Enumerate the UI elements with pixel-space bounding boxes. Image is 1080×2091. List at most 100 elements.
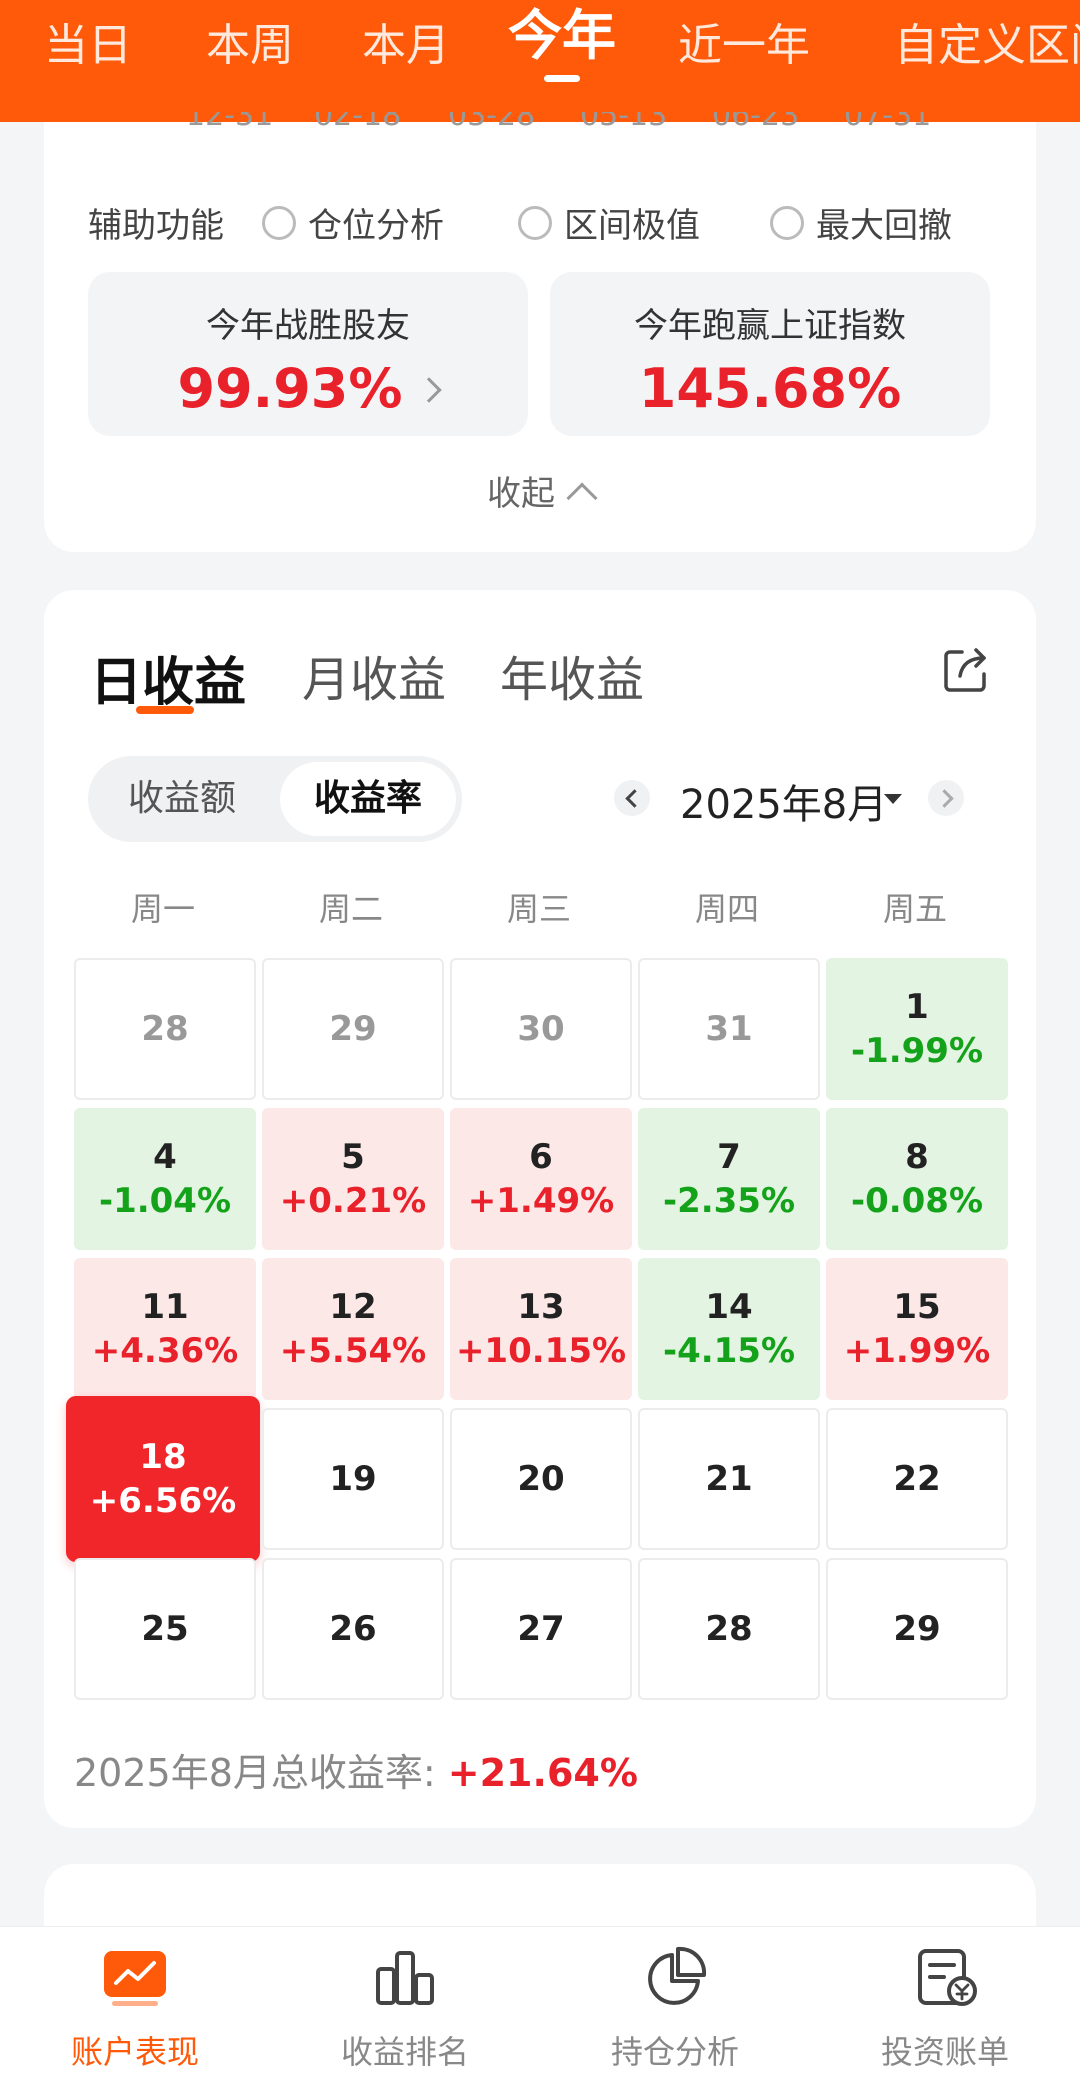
weekday-label: 周五 xyxy=(882,890,947,928)
segment-rate[interactable]: 收益率 xyxy=(280,762,456,836)
calendar-day[interactable]: 15 +1.99% xyxy=(826,1258,1008,1400)
nav-holdings-analysis[interactable]: 持仓分析 xyxy=(540,1945,810,2073)
next-month-button[interactable] xyxy=(928,780,964,816)
chart-x-axis-partial: 12-31 02-18 03-28 05-13 06-23 07-31 xyxy=(44,112,1036,130)
calendar-day[interactable]: 20 xyxy=(450,1408,632,1550)
chevron-up-icon xyxy=(566,482,598,514)
aux-option-label: 仓位分析 xyxy=(308,206,444,246)
calendar-day[interactable]: 13 +10.15% xyxy=(450,1258,632,1400)
calendar-day[interactable]: 27 xyxy=(450,1558,632,1700)
calendar-day[interactable]: 28 xyxy=(74,958,256,1100)
nav-label: 收益排名 xyxy=(340,2033,469,2071)
calendar-day[interactable]: 31 xyxy=(638,958,820,1100)
aux-option-label: 区间极值 xyxy=(564,206,700,246)
share-icon[interactable] xyxy=(940,644,992,696)
tab-today[interactable]: 当日 xyxy=(44,20,132,71)
tab-daily-returns[interactable]: 日收益 xyxy=(90,653,247,713)
axis-tick: 06-23 xyxy=(712,112,800,130)
calendar-day[interactable]: 22 xyxy=(826,1408,1008,1550)
weekday-label: 周四 xyxy=(694,890,759,928)
calendar-day[interactable]: 8 -0.08% xyxy=(826,1108,1008,1250)
tab-this-week[interactable]: 本周 xyxy=(206,20,294,71)
aux-option-max-drawdown[interactable]: 最大回撤 xyxy=(770,198,952,247)
stat-label: 今年战胜股友 xyxy=(206,306,410,346)
tab-active-indicator xyxy=(544,75,580,82)
tab-this-year-label: 今年 xyxy=(508,4,616,67)
calendar-day[interactable]: 7 -2.35% xyxy=(638,1108,820,1250)
month-selector[interactable]: 2025年8月 xyxy=(680,782,888,828)
calendar-day[interactable]: 1 -1.99% xyxy=(826,958,1008,1100)
axis-tick: 02-18 xyxy=(314,112,402,130)
bottom-nav: 账户表现 收益排名 持仓分析 投资账单 xyxy=(0,1926,1080,2091)
tab-monthly-returns[interactable]: 月收益 xyxy=(302,652,447,708)
calendar-day[interactable]: 4 -1.04% xyxy=(74,1108,256,1250)
day-number: 11 xyxy=(141,1287,189,1327)
segment-amount[interactable]: 收益额 xyxy=(127,778,236,819)
calendar-day[interactable]: 6 +1.49% xyxy=(450,1108,632,1250)
trend-chart-icon xyxy=(104,1951,166,2006)
calendar-day[interactable]: 26 xyxy=(262,1558,444,1700)
stat-label: 今年跑赢上证指数 xyxy=(634,306,906,346)
day-number: 30 xyxy=(517,1009,565,1049)
day-number: 1 xyxy=(905,987,929,1027)
radio-icon[interactable] xyxy=(262,205,296,240)
calendar-day[interactable]: 21 xyxy=(638,1408,820,1550)
chevron-right-icon xyxy=(416,377,443,403)
returns-tab-indicator xyxy=(136,706,194,714)
day-number: 4 xyxy=(153,1137,177,1177)
day-number: 29 xyxy=(893,1609,941,1649)
radio-icon[interactable] xyxy=(518,205,552,240)
day-number: 25 xyxy=(141,1609,189,1649)
axis-tick: 07-31 xyxy=(844,112,932,130)
day-number: 19 xyxy=(329,1459,377,1499)
radio-icon[interactable] xyxy=(770,205,804,240)
nav-returns-ranking[interactable]: 收益排名 xyxy=(270,1945,540,2073)
day-number: 20 xyxy=(517,1459,565,1499)
aux-option-range-extreme[interactable]: 区间极值 xyxy=(518,198,700,247)
tab-yearly-returns[interactable]: 年收益 xyxy=(500,652,645,708)
calendar-day[interactable]: 29 xyxy=(262,958,444,1100)
day-return: +10.15% xyxy=(455,1331,627,1371)
day-return: -1.04% xyxy=(98,1181,232,1221)
aux-functions-row: 辅助功能 仓位分析 区间极值 最大回撤 xyxy=(88,194,1008,247)
calendar-day[interactable]: 28 xyxy=(638,1558,820,1700)
stat-beat-index: 今年跑赢上证指数 145.68% xyxy=(550,272,990,436)
tab-this-year[interactable]: 今年 xyxy=(508,8,616,82)
axis-tick: 12-31 xyxy=(186,112,274,130)
nav-account-performance[interactable]: 账户表现 xyxy=(0,1945,270,2073)
day-return: -0.08% xyxy=(850,1181,984,1221)
calendar-day[interactable]: 5 +0.21% xyxy=(262,1108,444,1250)
nav-investment-bill[interactable]: 投资账单 xyxy=(810,1945,1080,2073)
calendar-day[interactable]: 12 +5.54% xyxy=(262,1258,444,1400)
stat-value: 145.68% xyxy=(638,357,902,420)
day-number: 22 xyxy=(893,1459,941,1499)
aux-option-position-analysis[interactable]: 仓位分析 xyxy=(262,198,444,247)
day-return: +6.56% xyxy=(89,1481,237,1521)
day-number: 6 xyxy=(529,1137,553,1177)
prev-month-button[interactable] xyxy=(614,780,650,816)
tab-this-month[interactable]: 本月 xyxy=(362,20,450,71)
calendar-day[interactable]: 30 xyxy=(450,958,632,1100)
tab-custom-range[interactable]: 自定义区间 xyxy=(894,20,1080,71)
calendar-day[interactable]: 29 xyxy=(826,1558,1008,1700)
caret-down-icon[interactable] xyxy=(884,794,902,804)
calendar-day[interactable]: 18 +6.56% xyxy=(66,1396,260,1562)
day-number: 29 xyxy=(329,1009,377,1049)
weekday-label: 周一 xyxy=(130,890,195,928)
calendar-day[interactable]: 19 xyxy=(262,1408,444,1550)
day-number: 15 xyxy=(893,1287,941,1327)
day-number: 5 xyxy=(341,1137,365,1177)
tab-last-year[interactable]: 近一年 xyxy=(678,20,810,71)
calendar-day[interactable]: 14 -4.15% xyxy=(638,1258,820,1400)
day-return: +1.99% xyxy=(843,1331,991,1371)
axis-tick: 05-13 xyxy=(580,112,668,130)
day-number: 21 xyxy=(705,1459,753,1499)
total-value: +21.64% xyxy=(447,1751,638,1795)
day-return: +1.49% xyxy=(467,1181,615,1221)
calendar-day[interactable]: 25 xyxy=(74,1558,256,1700)
calendar-day[interactable]: 11 +4.36% xyxy=(74,1258,256,1400)
collapse-toggle[interactable]: 收起 xyxy=(0,466,1080,515)
stat-beat-peers[interactable]: 今年战胜股友 99.93% xyxy=(88,272,528,436)
value-mode-segment: 收益额 收益率 xyxy=(88,756,462,842)
day-number: 14 xyxy=(705,1287,753,1327)
